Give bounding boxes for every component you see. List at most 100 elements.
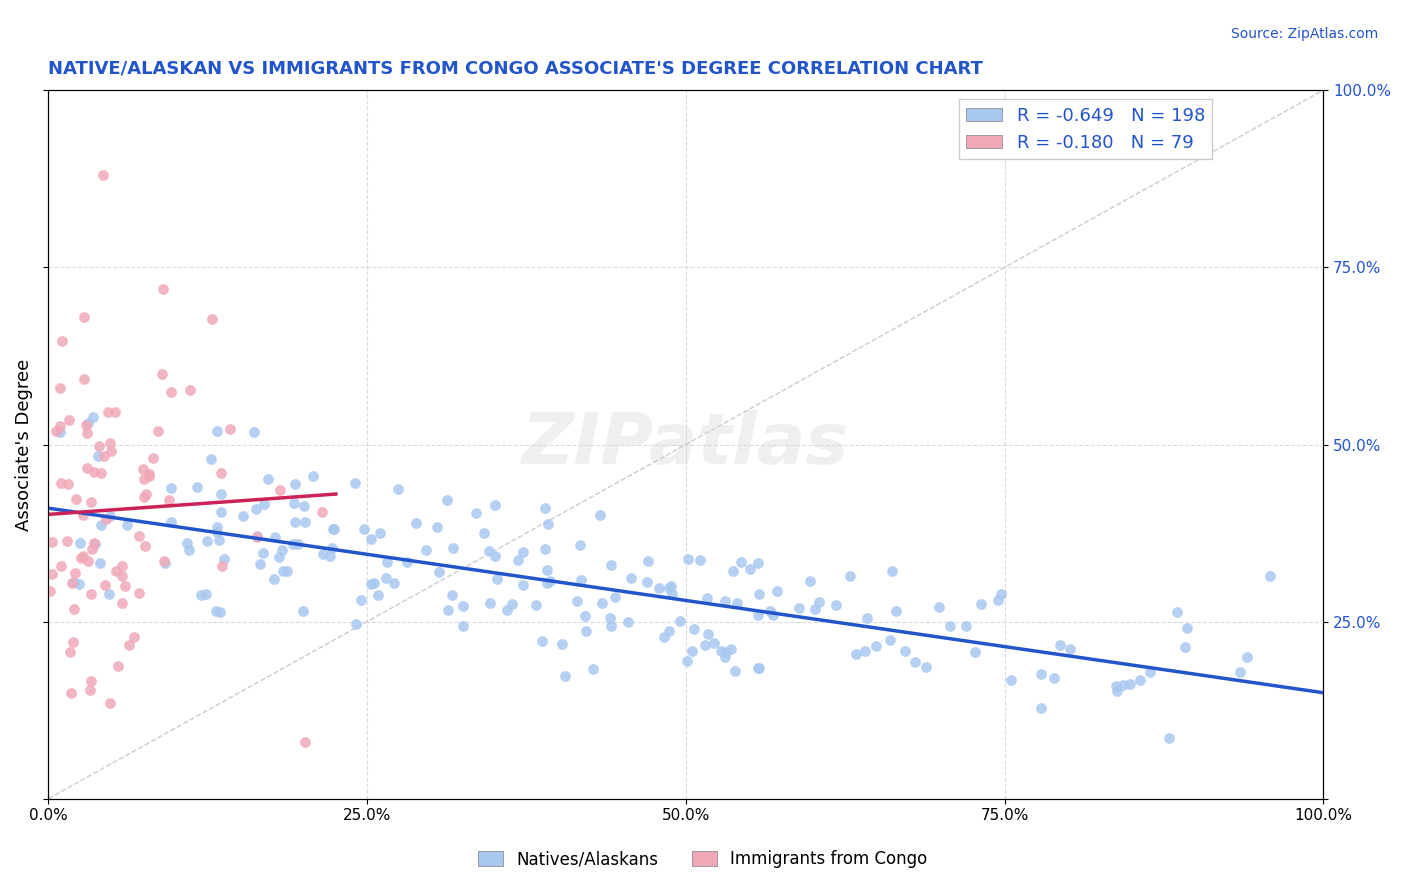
Point <box>287 536 309 550</box>
Point <box>283 495 305 509</box>
Point <box>484 549 506 563</box>
Point <box>58 412 80 426</box>
Point <box>955 619 977 633</box>
Point <box>63 566 86 580</box>
Point <box>648 581 671 595</box>
Point <box>880 564 903 578</box>
Point <box>600 558 623 572</box>
Point <box>681 644 703 658</box>
Point <box>747 608 769 623</box>
Point <box>176 535 198 549</box>
Point <box>451 599 474 613</box>
Point <box>512 578 534 592</box>
Point <box>146 425 169 439</box>
Point <box>62 574 84 589</box>
Point <box>1129 673 1152 688</box>
Point <box>589 508 612 522</box>
Point <box>179 384 201 398</box>
Point <box>426 520 449 534</box>
Point <box>350 593 373 607</box>
Point <box>294 735 316 749</box>
Point <box>789 601 811 615</box>
Point <box>122 630 145 644</box>
Point <box>77 416 100 430</box>
Point <box>382 576 405 591</box>
Point <box>661 587 683 601</box>
Point <box>243 425 266 439</box>
Point <box>441 588 464 602</box>
Point <box>652 631 675 645</box>
Point <box>59 644 82 658</box>
Point <box>232 508 254 523</box>
Point <box>271 542 294 557</box>
Point <box>73 310 96 324</box>
Point <box>98 696 121 710</box>
Point <box>675 655 697 669</box>
Point <box>1159 731 1181 745</box>
Point <box>939 619 962 633</box>
Point <box>697 627 720 641</box>
Point <box>689 553 711 567</box>
Point <box>301 468 323 483</box>
Point <box>427 565 450 579</box>
Point <box>72 549 94 563</box>
Point <box>658 624 681 639</box>
Point <box>710 644 733 658</box>
Point <box>76 426 98 441</box>
Point <box>62 602 84 616</box>
Point <box>67 577 90 591</box>
Point <box>73 372 96 386</box>
Point <box>1174 640 1197 654</box>
Point <box>387 483 409 497</box>
Point <box>312 547 335 561</box>
Point <box>374 571 396 585</box>
Point <box>441 541 464 555</box>
Point <box>56 534 79 549</box>
Point <box>636 575 658 590</box>
Point <box>49 558 72 573</box>
Point <box>132 462 155 476</box>
Point <box>599 611 621 625</box>
Point <box>194 587 217 601</box>
Point <box>799 574 821 589</box>
Point <box>914 660 936 674</box>
Point <box>294 515 316 529</box>
Point <box>284 476 307 491</box>
Point <box>676 552 699 566</box>
Point <box>138 468 160 483</box>
Point <box>533 500 555 515</box>
Point <box>367 588 389 602</box>
Point <box>70 551 93 566</box>
Point <box>479 596 502 610</box>
Point <box>200 452 222 467</box>
Point <box>271 564 294 578</box>
Point <box>90 466 112 480</box>
Point <box>986 593 1008 607</box>
Point <box>713 650 735 665</box>
Point <box>747 661 769 675</box>
Point <box>894 644 917 658</box>
Point <box>75 417 97 432</box>
Point <box>616 615 638 629</box>
Point <box>160 384 183 399</box>
Point <box>536 576 558 591</box>
Point <box>77 554 100 568</box>
Point <box>201 312 224 326</box>
Point <box>134 539 156 553</box>
Point <box>98 509 121 524</box>
Point <box>209 487 232 501</box>
Point <box>150 367 173 381</box>
Point <box>512 544 534 558</box>
Point <box>212 551 235 566</box>
Point <box>91 169 114 183</box>
Point <box>219 422 242 436</box>
Point <box>205 524 228 539</box>
Point <box>415 543 437 558</box>
Point <box>142 451 165 466</box>
Point <box>1029 700 1052 714</box>
Point <box>395 555 418 569</box>
Point <box>283 537 305 551</box>
Point <box>83 536 105 550</box>
Point <box>186 480 208 494</box>
Point <box>472 525 495 540</box>
